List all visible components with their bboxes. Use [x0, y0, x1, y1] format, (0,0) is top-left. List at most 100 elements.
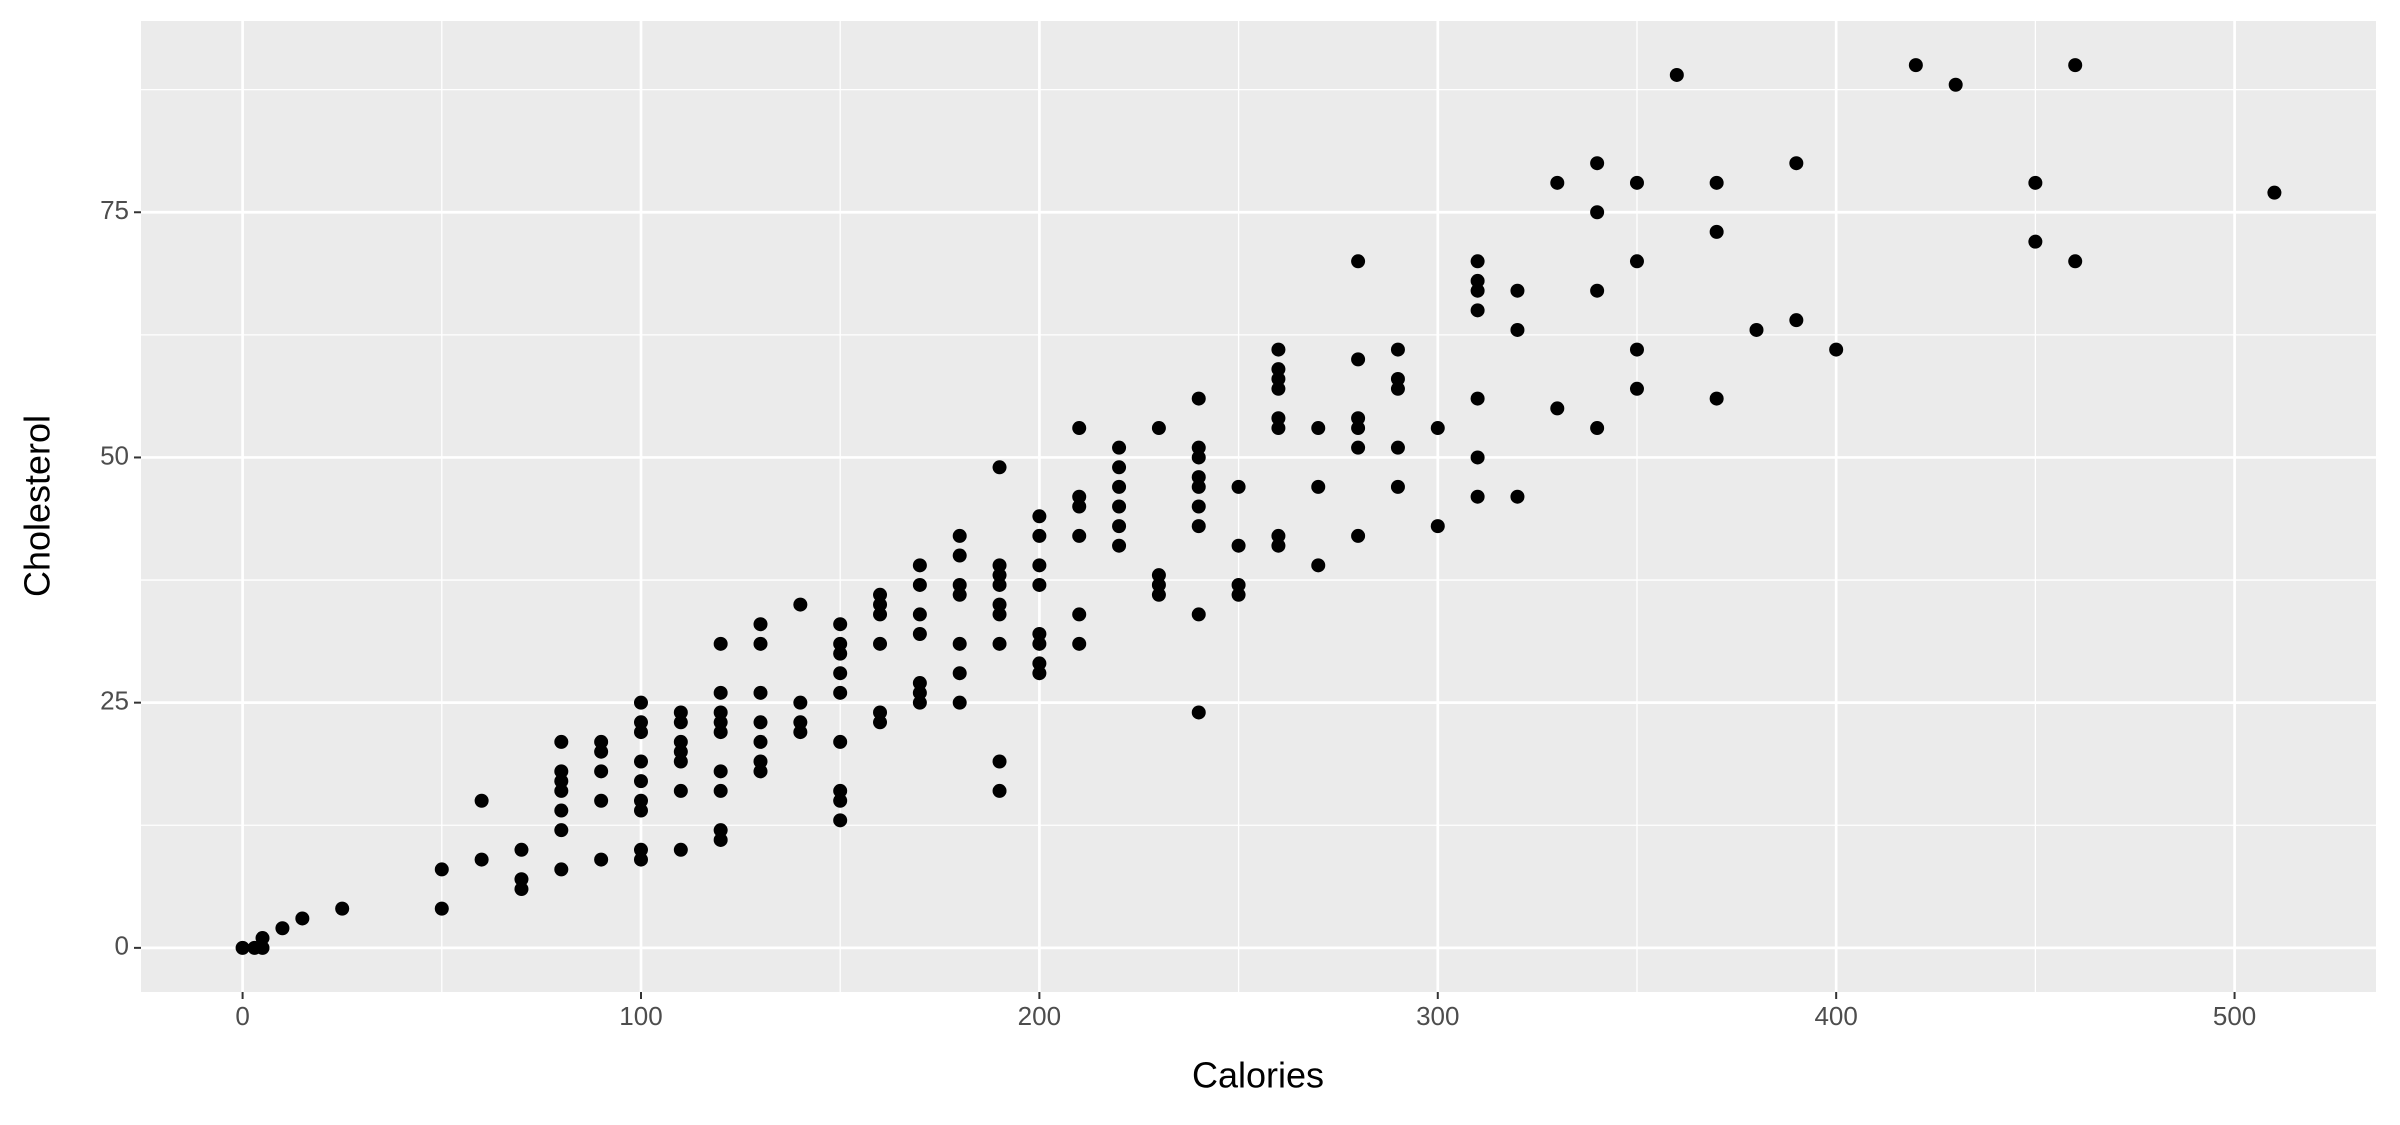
point [1629, 342, 1644, 357]
point [2028, 175, 2043, 190]
point [1271, 528, 1286, 543]
point [2267, 185, 2282, 200]
point [1231, 479, 1246, 494]
point [753, 734, 768, 749]
point [1470, 489, 1485, 504]
point [992, 754, 1007, 769]
point [1072, 421, 1087, 436]
point [1191, 391, 1206, 406]
point [1112, 538, 1127, 553]
point [2068, 254, 2083, 269]
point [554, 734, 569, 749]
point [833, 813, 848, 828]
panel [141, 21, 2376, 992]
point [1351, 440, 1366, 455]
point [594, 734, 609, 749]
point [1311, 421, 1326, 436]
point [793, 715, 808, 730]
point [1271, 342, 1286, 357]
point [1669, 67, 1684, 82]
point [873, 636, 888, 651]
point [1590, 421, 1605, 436]
point [1231, 538, 1246, 553]
point [793, 695, 808, 710]
point [1470, 391, 1485, 406]
point [514, 872, 529, 887]
point [1072, 607, 1087, 622]
point [1032, 666, 1047, 681]
point [1072, 528, 1087, 543]
point [952, 548, 967, 563]
point [1789, 156, 1804, 171]
point [1112, 440, 1127, 455]
point [1311, 558, 1326, 573]
point [1032, 627, 1047, 642]
point [434, 901, 449, 916]
point [873, 705, 888, 720]
point [1510, 322, 1525, 337]
point [2068, 58, 2083, 73]
point [1032, 636, 1047, 651]
point [255, 931, 270, 946]
x-tick-label: 500 [2213, 1001, 2256, 1031]
point [1390, 479, 1405, 494]
point [1629, 175, 1644, 190]
point [673, 783, 688, 798]
point [992, 597, 1007, 612]
point [1231, 577, 1246, 592]
point [474, 793, 489, 808]
point [1829, 342, 1844, 357]
point [1191, 479, 1206, 494]
point [673, 734, 688, 749]
point [912, 695, 927, 710]
point [1311, 479, 1326, 494]
point [1470, 283, 1485, 298]
point [1151, 587, 1166, 602]
point [992, 636, 1007, 651]
point [1271, 362, 1286, 377]
point [1191, 705, 1206, 720]
point [833, 685, 848, 700]
point [753, 685, 768, 700]
point [594, 744, 609, 759]
point [1390, 440, 1405, 455]
point [514, 882, 529, 897]
point [2028, 234, 2043, 249]
point [952, 695, 967, 710]
point [295, 911, 310, 926]
x-tick-label: 100 [619, 1001, 662, 1031]
point [1191, 519, 1206, 534]
point [713, 715, 728, 730]
point [1908, 58, 1923, 73]
point [633, 754, 648, 769]
point [713, 685, 728, 700]
point [1112, 519, 1127, 534]
point [594, 793, 609, 808]
x-axis-title: Calories [1192, 1055, 1324, 1096]
point [633, 852, 648, 867]
point [1032, 528, 1047, 543]
point [1271, 421, 1286, 436]
point [554, 823, 569, 838]
point [952, 577, 967, 592]
point [713, 636, 728, 651]
point [912, 676, 927, 691]
point [1271, 371, 1286, 386]
point [873, 607, 888, 622]
point [833, 783, 848, 798]
point [673, 754, 688, 769]
point [713, 783, 728, 798]
point [1191, 499, 1206, 514]
point [633, 793, 648, 808]
point [1231, 587, 1246, 602]
point [1590, 283, 1605, 298]
point [1470, 450, 1485, 465]
point [1271, 381, 1286, 396]
point [275, 921, 290, 936]
point [1789, 313, 1804, 328]
point [1390, 371, 1405, 386]
point [1709, 391, 1724, 406]
point [873, 715, 888, 730]
x-tick-label: 200 [1018, 1001, 1061, 1031]
point [713, 725, 728, 740]
